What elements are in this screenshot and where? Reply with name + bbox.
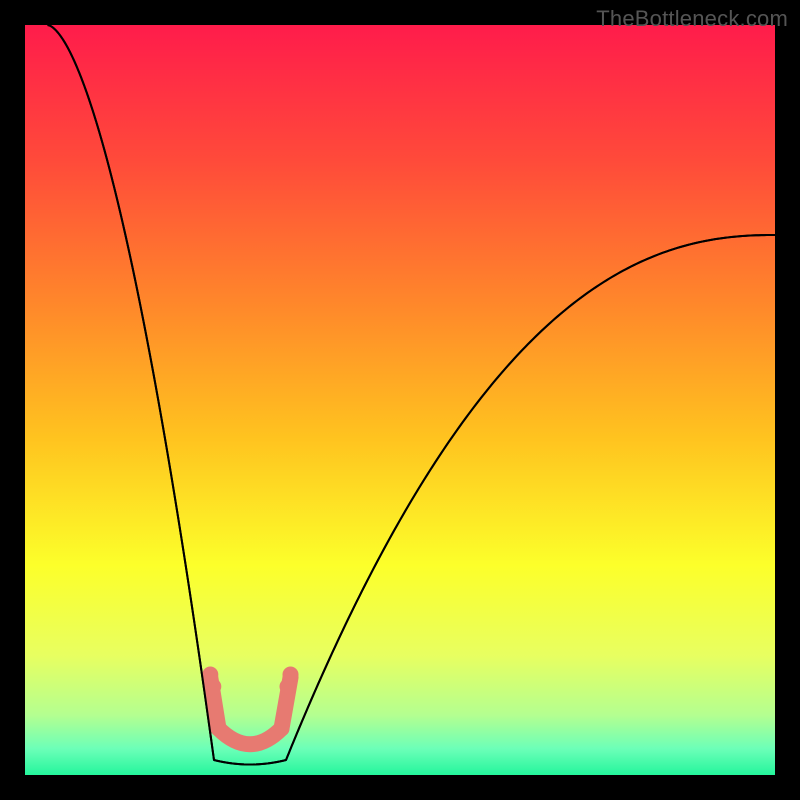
chart-frame: TheBottleneck.com (0, 0, 800, 800)
chart-svg (0, 0, 800, 800)
watermark-label: TheBottleneck.com (596, 6, 788, 32)
